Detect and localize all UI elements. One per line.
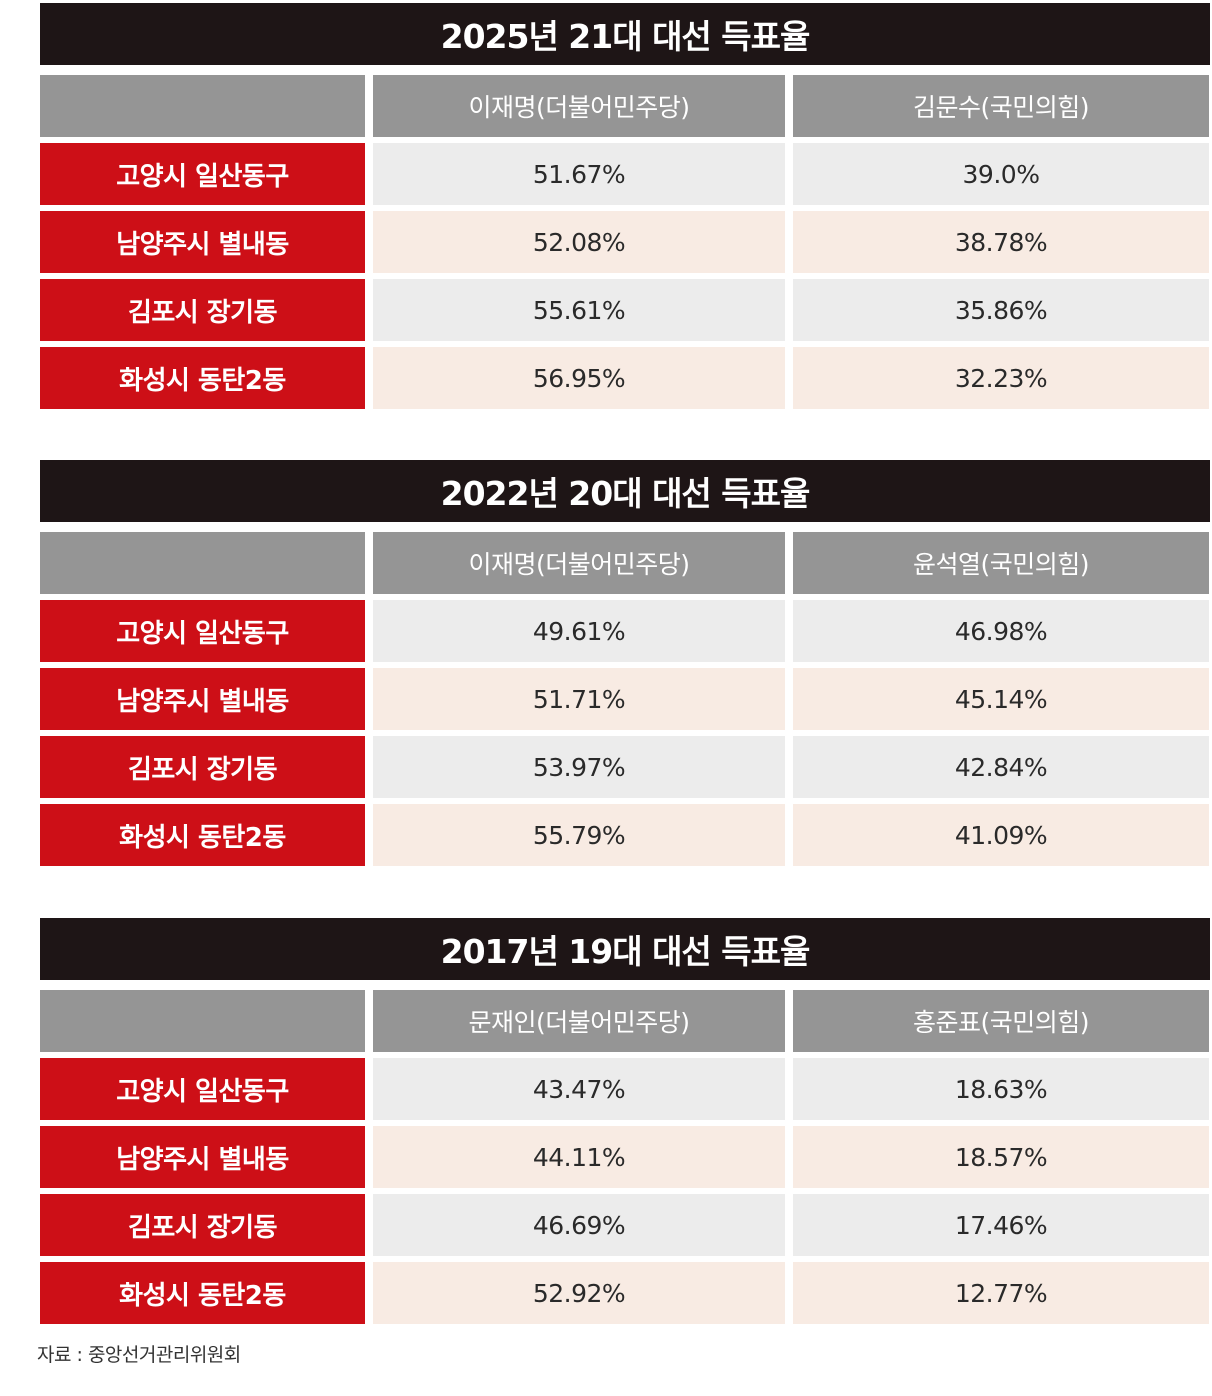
vote-share-cell: 56.95% [373, 347, 785, 409]
region-label: 남양주시 별내동 [40, 1126, 365, 1188]
region-label: 고양시 일산동구 [40, 600, 365, 662]
vote-share-cell: 42.84% [793, 736, 1209, 798]
header-corner [40, 532, 365, 594]
vote-share-cell: 53.97% [373, 736, 785, 798]
column-header: 이재명(더불어민주당) [373, 532, 785, 594]
vote-share-cell: 55.79% [373, 804, 785, 866]
vote-share-cell: 38.78% [793, 211, 1209, 273]
vote-share-cell: 17.46% [793, 1194, 1209, 1256]
vote-share-cell: 46.98% [793, 600, 1209, 662]
vote-share-cell: 41.09% [793, 804, 1209, 866]
region-label: 남양주시 별내동 [40, 211, 365, 273]
vote-share-cell: 43.47% [373, 1058, 785, 1120]
table-grid: 문재인(더불어민주당) 홍준표(국민의힘) 고양시 일산동구 43.47% 18.63%… [40, 990, 1210, 1324]
vote-share-cell: 51.67% [373, 143, 785, 205]
region-label: 남양주시 별내동 [40, 668, 365, 730]
column-header: 김문수(국민의힘) [793, 75, 1209, 137]
region-label: 김포시 장기동 [40, 736, 365, 798]
region-label: 고양시 일산동구 [40, 1058, 365, 1120]
vote-share-cell: 46.69% [373, 1194, 785, 1256]
source-note: 자료 : 중앙선거관리위원회 [37, 1344, 241, 1366]
vote-share-cell: 55.61% [373, 279, 785, 341]
column-header: 이재명(더불어민주당) [373, 75, 785, 137]
column-header: 윤석열(국민의힘) [793, 532, 1209, 594]
vote-share-cell: 52.08% [373, 211, 785, 273]
table-title: 2022년 20대 대선 득표율 [40, 460, 1210, 522]
table-grid: 이재명(더불어민주당) 김문수(국민의힘) 고양시 일산동구 51.67% 39.0% 남… [40, 75, 1210, 409]
vote-share-cell: 51.71% [373, 668, 785, 730]
vote-share-cell: 18.57% [793, 1126, 1209, 1188]
vote-share-cell: 18.63% [793, 1058, 1209, 1120]
vote-share-cell: 44.11% [373, 1126, 785, 1188]
column-header: 홍준표(국민의힘) [793, 990, 1209, 1052]
vote-share-cell: 32.23% [793, 347, 1209, 409]
table-title: 2017년 19대 대선 득표율 [40, 918, 1210, 980]
vote-share-cell: 49.61% [373, 600, 785, 662]
vote-share-cell: 52.92% [373, 1262, 785, 1324]
region-label: 김포시 장기동 [40, 279, 365, 341]
vote-share-cell: 45.14% [793, 668, 1209, 730]
header-corner [40, 75, 365, 137]
region-label: 고양시 일산동구 [40, 143, 365, 205]
table-title: 2025년 21대 대선 득표율 [40, 3, 1210, 65]
region-label: 화성시 동탄2동 [40, 1262, 365, 1324]
vote-share-cell: 35.86% [793, 279, 1209, 341]
region-label: 화성시 동탄2동 [40, 804, 365, 866]
column-header: 문재인(더불어민주당) [373, 990, 785, 1052]
vote-share-cell: 12.77% [793, 1262, 1209, 1324]
region-label: 화성시 동탄2동 [40, 347, 365, 409]
header-corner [40, 990, 365, 1052]
vote-share-cell: 39.0% [793, 143, 1209, 205]
table-grid: 이재명(더불어민주당) 윤석열(국민의힘) 고양시 일산동구 49.61% 46.98%… [40, 532, 1210, 866]
region-label: 김포시 장기동 [40, 1194, 365, 1256]
